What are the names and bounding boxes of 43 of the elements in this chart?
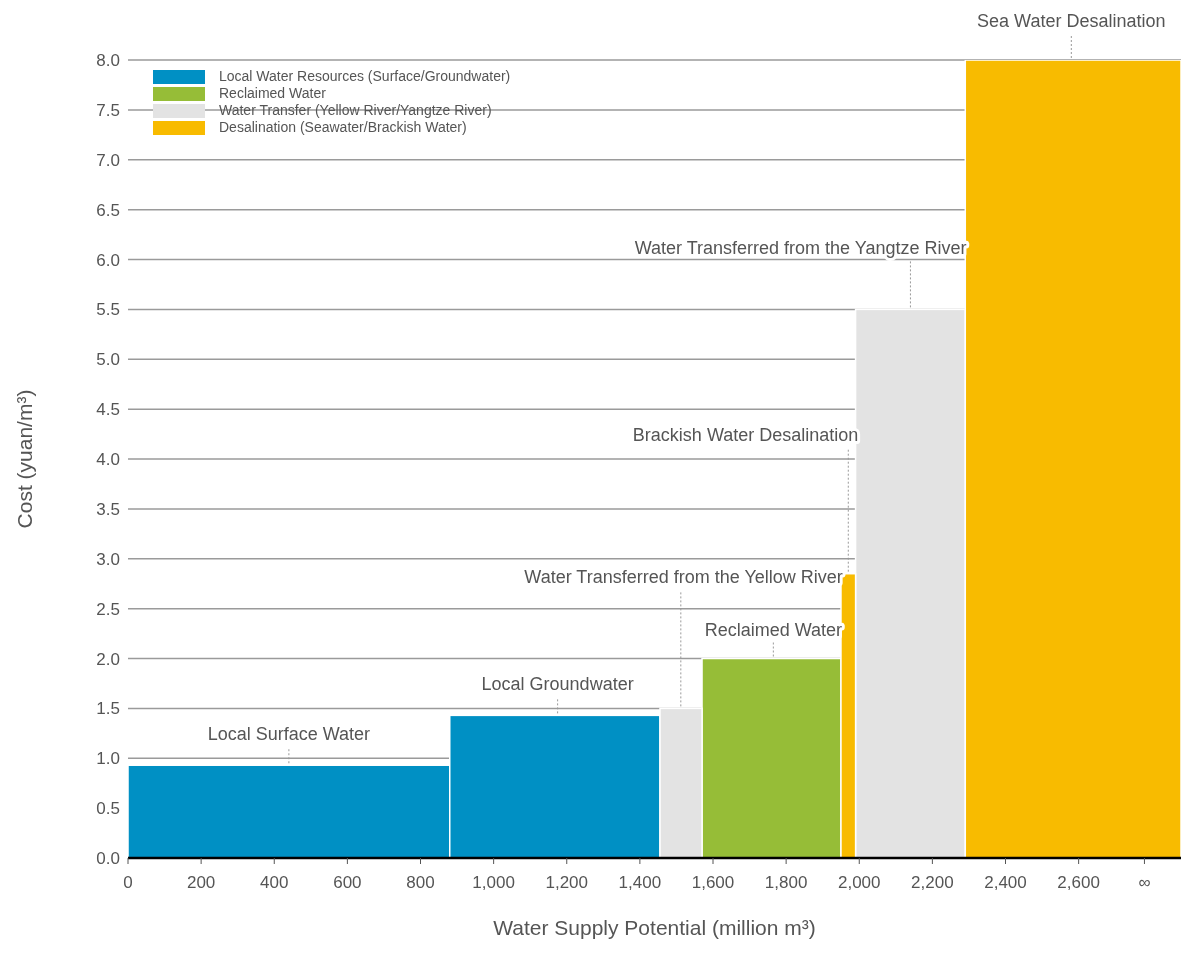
x-tick-label: 2,000 (837, 873, 881, 893)
x-tick-label: 1,000 (472, 873, 515, 893)
x-tick-label: 1,200 (545, 873, 589, 893)
y-tick-label: 2.5 (96, 599, 120, 619)
annotation: Local Surface Water (207, 724, 371, 745)
x-tick-label: 200 (186, 873, 216, 893)
y-tick-label: 0.5 (96, 799, 120, 819)
y-tick-label: 4.0 (96, 450, 120, 470)
y-tick-label: 3.5 (96, 499, 120, 519)
y-tick-label: 7.0 (96, 150, 120, 170)
annotation: Brackish Water Desalination (632, 424, 859, 445)
legend-label: Desalination (Seawater/Brackish Water) (219, 119, 467, 136)
y-tick-label: 1.5 (96, 699, 120, 719)
x-tick-label: 600 (333, 873, 362, 893)
annotation: Sea Water Desalination (977, 11, 1166, 31)
legend-label: Reclaimed Water (219, 85, 326, 102)
x-tick-label: 800 (406, 873, 435, 893)
y-tick-label: 1.0 (96, 749, 120, 769)
x-axis-title: Water Supply Potential (million m³) (492, 916, 817, 940)
y-tick-label: 4.5 (96, 400, 120, 420)
x-tick-label: 2,400 (984, 873, 1027, 893)
x-tick-label: 1,800 (764, 873, 808, 893)
legend-label: Local Water Resources (Surface/Groundwater) (219, 68, 511, 85)
y-tick-label: 6.0 (96, 250, 120, 270)
x-tick-label: 1,400 (618, 873, 662, 893)
x-tick-label: 2,200 (911, 873, 954, 893)
y-tick-label: 8.0 (96, 51, 120, 71)
y-tick-label: 7.5 (96, 100, 120, 120)
y-tick-label: 5.5 (96, 300, 120, 320)
y-tick-label: 6.5 (96, 200, 120, 220)
y-tick-label: 5.0 (96, 350, 120, 370)
x-tick-label: 400 (260, 873, 289, 893)
x-tick-label: ∞ (1138, 873, 1151, 893)
annotation: Local Groundwater (481, 674, 634, 695)
x-tick-label: 0 (123, 873, 133, 893)
x-tick-label: 2,600 (1057, 873, 1100, 893)
y-tick-label: 2.0 (96, 649, 120, 669)
y-tick-label: 3.0 (96, 549, 120, 569)
y-axis-title: Cost (yuan/m³) (13, 389, 36, 529)
legend-label: Water Transfer (Yellow River/Yangtze River) (219, 102, 492, 119)
y-tick-label: 0.0 (96, 849, 120, 869)
x-tick-label: 1,600 (691, 873, 735, 893)
annotation: Reclaimed Water (704, 619, 843, 640)
